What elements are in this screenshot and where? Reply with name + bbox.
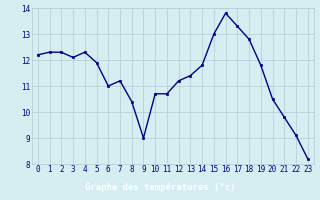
Text: Graphe des températures (°c): Graphe des températures (°c) — [85, 182, 235, 192]
